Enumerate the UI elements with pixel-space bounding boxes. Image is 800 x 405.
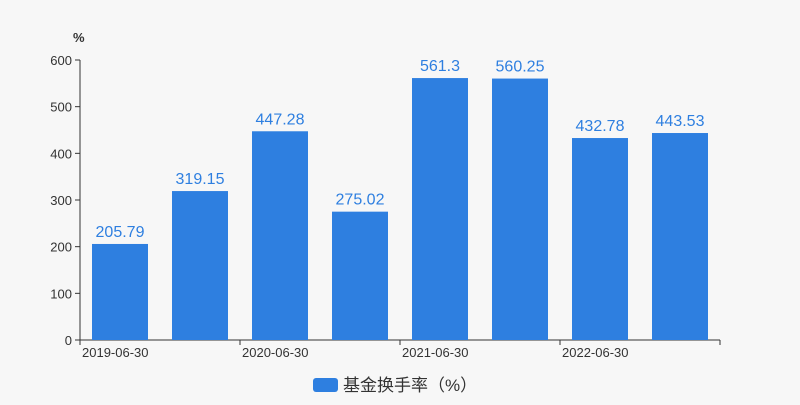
bars: 205.79 319.15 447.28 275.02 561.3 560.25 432.7… — [92, 58, 708, 341]
bar[interactable] — [172, 191, 228, 340]
bar[interactable] — [332, 211, 388, 340]
x-tick-label: 2019-06-30 — [82, 345, 149, 360]
bar[interactable] — [652, 133, 708, 340]
bar[interactable] — [92, 243, 148, 340]
y-axis: 0 100 200 300 400 500 600 — [50, 53, 81, 348]
bar-value-label: 443.53 — [656, 113, 705, 130]
bar-value-label: 432.78 — [576, 118, 625, 135]
y-tick-label: 600 — [50, 53, 72, 68]
y-tick-label: 100 — [50, 286, 72, 301]
y-tick-label: 300 — [50, 193, 72, 208]
bar[interactable] — [492, 78, 548, 341]
bar-value-label: 560.25 — [496, 59, 545, 76]
bar[interactable] — [412, 78, 468, 340]
x-tick-label: 2022-06-30 — [562, 345, 629, 360]
bar-value-label: 275.02 — [336, 192, 385, 209]
bar[interactable] — [252, 131, 308, 340]
bar-value-label: 561.3 — [420, 58, 460, 75]
bar-value-label: 205.79 — [96, 224, 145, 241]
x-axis: 2019-06-30 2020-06-30 2021-06-30 2022-06-30 — [79, 339, 721, 360]
bar-value-label: 319.15 — [176, 171, 225, 188]
legend[interactable]: 基金换手率（%） — [313, 376, 477, 395]
y-tick-label: 200 — [50, 240, 72, 255]
bar-value-label: 447.28 — [256, 111, 305, 128]
y-tick-label: 0 — [65, 333, 72, 348]
y-tick-label: 400 — [50, 146, 72, 161]
y-tick-label: 500 — [50, 100, 72, 115]
legend-swatch — [313, 378, 338, 392]
y-axis-unit-label: % — [73, 30, 85, 45]
x-tick-label: 2020-06-30 — [242, 345, 309, 360]
x-tick-label: 2021-06-30 — [402, 345, 469, 360]
bar[interactable] — [572, 138, 628, 340]
legend-label: 基金换手率（%） — [343, 376, 477, 395]
